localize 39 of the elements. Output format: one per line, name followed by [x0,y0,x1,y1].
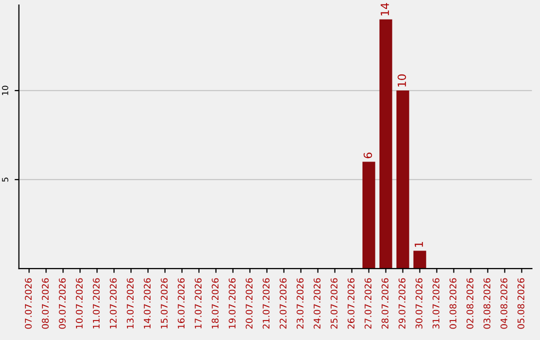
x-tick-label: 05.08.2026 [518,278,524,329]
x-tick-label: 07.07.2026 [24,278,32,329]
x-tick-label: 27.07.2026 [364,278,372,329]
x-tick-label: 12.07.2026 [110,278,117,328]
x-tick-label: 15.07.2026 [160,278,168,328]
x-tick-label: 20.07.2026 [246,278,253,329]
x-tick-label: 17.07.2026 [194,278,202,328]
x-tick-label: 03.08.2026 [484,278,490,329]
data-label: 6 [364,152,372,158]
x-tick-label: 28.07.2026 [382,278,388,329]
x-tick-label: 04.08.2026 [500,278,508,329]
data-label: 1 [414,242,423,247]
x-tick-label: 19.07.2026 [228,278,236,328]
data-label: 10 [398,74,406,87]
bar [362,162,376,269]
data-label: 14 [380,3,389,16]
y-tick-label: 5 [2,178,8,182]
x-tick-label: 02.08.2026 [466,278,474,329]
x-tick-label: 25.07.2026 [330,278,338,329]
x-tick-label: 14.07.2026 [144,278,151,328]
x-tick-label: 31.07.2026 [432,278,440,329]
x-tick-label: 30.07.2026 [416,278,422,329]
x-tick-label: 09.07.2026 [58,278,66,329]
x-tick-label: 10.07.2026 [76,278,83,328]
bar [396,90,410,269]
x-tick-label: 16.07.2026 [178,278,185,328]
bar [379,19,392,269]
x-tick-label: 11.07.2026 [92,278,100,328]
x-tick-label: 23.07.2026 [296,278,304,329]
x-tick-label: 18.07.2026 [212,278,219,328]
x-tick-label: 13.07.2026 [126,278,134,328]
x-tick-label: 21.07.2026 [262,278,270,329]
x-tick-label: 24.07.2026 [314,278,320,329]
x-tick-label: 01.08.2026 [450,278,456,329]
x-tick-label: 29.07.2026 [398,278,406,329]
x-tick-label: 08.07.2026 [42,278,49,329]
bar [413,250,426,269]
x-tick-label: 22.07.2026 [280,278,287,329]
x-tick-label: 26.07.2026 [348,278,354,329]
